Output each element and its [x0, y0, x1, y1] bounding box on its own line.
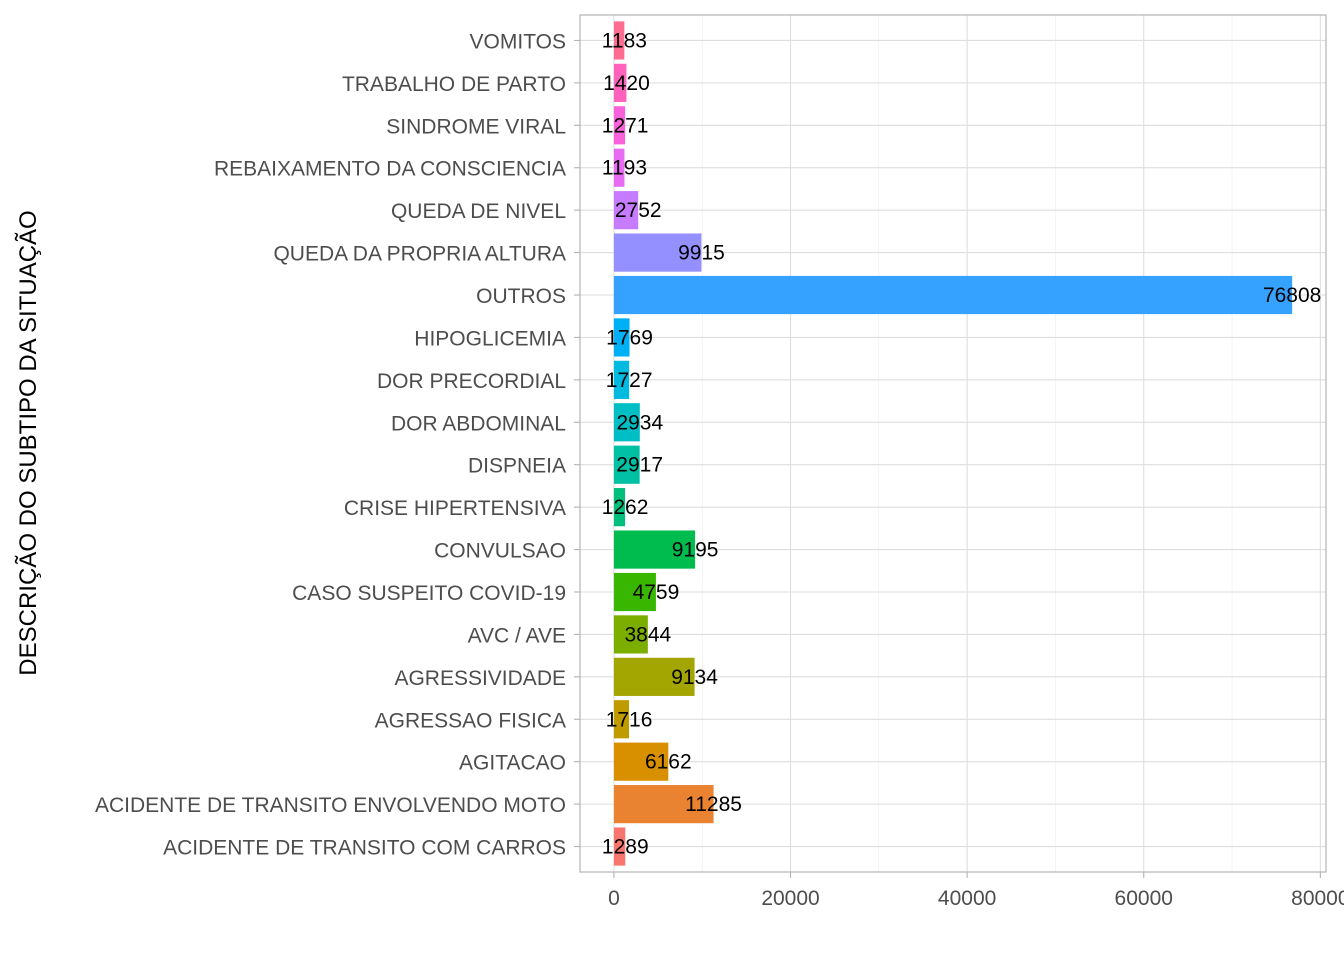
bar [613, 742, 669, 781]
category-label: AGRESSAO FISICA [375, 709, 566, 732]
bar [613, 233, 702, 272]
tick-label: 40000 [938, 887, 996, 910]
data-label: 4759 [633, 581, 680, 604]
tick-label: 80000 [1291, 887, 1344, 910]
category-label: ACIDENTE DE TRANSITO ENVOLVENDO MOTO [95, 794, 566, 817]
data-label: 9195 [672, 539, 719, 562]
panel-border [579, 14, 1327, 873]
bar [613, 403, 640, 442]
tick-label: 20000 [761, 887, 819, 910]
data-label: 1262 [602, 496, 649, 519]
data-label: 2917 [616, 454, 663, 477]
bar [613, 827, 626, 866]
bar [613, 615, 648, 654]
bar [613, 21, 625, 60]
bar [613, 63, 627, 102]
bar [613, 785, 714, 824]
data-label: 1727 [606, 369, 653, 392]
data-label: 1769 [606, 326, 653, 349]
data-label: 9915 [678, 242, 725, 265]
tick-label: 0 [608, 887, 620, 910]
data-label: 1183 [602, 29, 647, 52]
category-label: TRABALHO DE PARTO [342, 73, 566, 96]
bar [613, 106, 626, 145]
bar [613, 700, 630, 739]
category-label: AVC / AVE [468, 624, 566, 647]
category-label: OUTROS [476, 285, 566, 308]
tick-label: 60000 [1115, 887, 1173, 910]
bars [613, 21, 1293, 866]
category-label: REBAIXAMENTO DA CONSCIENCIA [214, 158, 566, 181]
data-label: 6162 [645, 751, 692, 774]
data-label: 1716 [606, 708, 653, 731]
bar [613, 191, 639, 230]
category-label: DOR ABDOMINAL [391, 412, 566, 435]
data-label: 76808 [1263, 284, 1321, 307]
category-label: DOR PRECORDIAL [377, 370, 566, 393]
category-label: QUEDA DA PROPRIA ALTURA [273, 243, 566, 266]
bar [613, 488, 626, 527]
data-label: 11285 [685, 793, 742, 816]
data-label: 3844 [624, 623, 671, 646]
value-axis-ticks: 0 20000 40000 60000 80000 [608, 872, 1344, 910]
category-label: ACIDENTE DE TRANSITO COM CARROS [163, 837, 566, 860]
data-label: 2934 [616, 411, 663, 434]
bar [613, 530, 696, 569]
category-label: CONVULSAO [434, 540, 566, 563]
bar [613, 657, 695, 696]
category-label: SINDROME VIRAL [386, 115, 566, 138]
category-label: VOMITOS [470, 30, 566, 53]
data-label: 1420 [603, 72, 650, 95]
category-label: HIPOGLICEMIA [414, 327, 566, 350]
y-axis-title: DESCRIÇÃO DO SUBTIPO DA SITUAÇÃO [15, 210, 42, 675]
category-label: QUEDA DE NIVEL [391, 200, 566, 223]
data-label: 1193 [602, 157, 647, 180]
bar [613, 318, 630, 357]
data-label: 2752 [615, 199, 662, 222]
category-label: CASO SUSPEITO COVID-19 [292, 582, 566, 605]
category-axis-labels: ACIDENTE DE TRANSITO COM CARROS ACIDENTE … [95, 30, 580, 860]
data-label: 1271 [602, 114, 649, 137]
category-label: CRISE HIPERTENSIVA [344, 497, 566, 520]
bar [613, 275, 1293, 315]
bar [613, 572, 656, 612]
category-label: AGITACAO [459, 752, 566, 775]
category-label: DISPNEIA [468, 455, 566, 478]
bar [613, 445, 640, 484]
category-label: AGRESSIVIDADE [394, 667, 566, 690]
data-label: 1289 [602, 836, 649, 859]
data-label: 9134 [671, 666, 718, 689]
bar [613, 360, 630, 399]
bar [613, 148, 625, 187]
grid-lines [580, 15, 1326, 872]
